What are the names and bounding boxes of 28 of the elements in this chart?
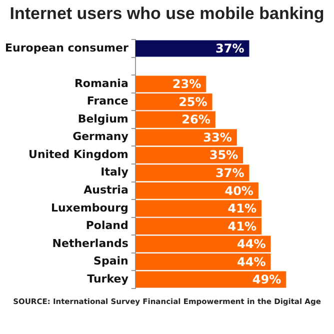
- data-label: 23%: [172, 77, 202, 92]
- data-label: 37%: [215, 42, 244, 56]
- y-tick-label: United Kingdom: [28, 148, 128, 161]
- y-tick-label: Poland: [86, 219, 128, 232]
- data-label: 40%: [224, 184, 254, 198]
- data-label: 35%: [209, 148, 238, 162]
- bar: [135, 40, 250, 57]
- data-label: 26%: [182, 112, 210, 127]
- y-tick-label: Spain: [94, 254, 128, 268]
- y-tick-label: Netherlands: [52, 236, 129, 250]
- data-label: 41%: [228, 219, 257, 234]
- y-tick-label: Austria: [84, 184, 128, 197]
- y-tick-label: France: [86, 94, 128, 108]
- y-tick-label: Luxembourg: [50, 201, 128, 214]
- y-tick-label: Italy: [100, 166, 128, 179]
- y-tick-label: Romania: [74, 76, 128, 90]
- data-label: 33%: [203, 130, 232, 144]
- chart-title: Internet users who use mobile banking: [8, 4, 326, 24]
- data-label: 44%: [237, 254, 266, 269]
- y-tick-label: Turkey: [87, 272, 128, 286]
- data-label: 37%: [215, 166, 244, 180]
- y-tick-label: Belgium: [78, 112, 128, 126]
- data-label: 25%: [178, 94, 208, 109]
- data-label: 44%: [237, 237, 266, 252]
- y-tick-label: Germany: [72, 130, 128, 144]
- data-label: 41%: [228, 202, 257, 216]
- data-label: 49%: [252, 272, 282, 287]
- y-tick-label: European consumer: [4, 41, 129, 54]
